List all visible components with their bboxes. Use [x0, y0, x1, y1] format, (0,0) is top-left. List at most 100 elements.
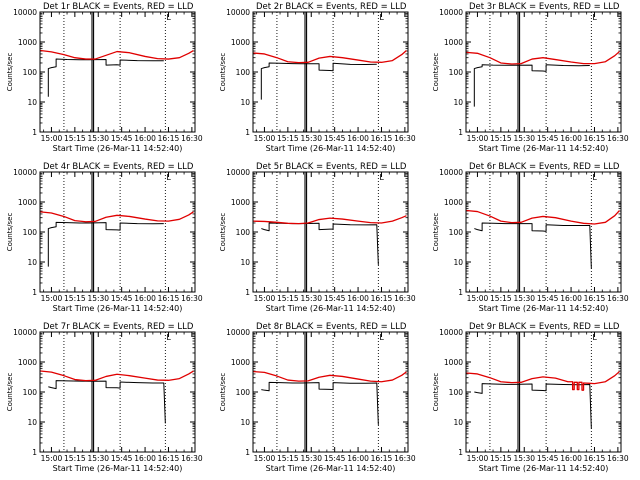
- x-tick-label: 15:15: [64, 134, 86, 143]
- x-tick-label: 16:00: [347, 294, 369, 303]
- panel-title: Det 8r BLACK = Events, RED = LLD: [256, 322, 407, 332]
- x-tick-label: 16:30: [607, 294, 629, 303]
- x-tick-label: 16:30: [394, 294, 416, 303]
- y-tick-label: 10000: [226, 328, 250, 337]
- marker-label: L: [592, 13, 597, 22]
- lld-series-line: [253, 215, 407, 225]
- x-tick-label: 15:30: [300, 454, 322, 463]
- panel-title: Det 6r BLACK = Events, RED = LLD: [469, 162, 620, 172]
- panel-det-8: Det 8r BLACK = Events, RED = LLD 1 10 100 10…: [219, 322, 416, 473]
- x-axis-label: Start Time (26-Mar-11 14:52:40): [479, 464, 609, 473]
- x-tick-label: 16:15: [371, 294, 393, 303]
- y-tick-label: 10: [453, 98, 463, 107]
- y-tick-label: 100: [23, 68, 38, 77]
- events-series-line: [260, 62, 377, 100]
- panel-det-6: Det 6r BLACK = Events, RED = LLD 1 10 100 10…: [432, 162, 629, 313]
- y-tick-label: 100: [449, 68, 464, 77]
- x-tick-label: 15:00: [41, 294, 63, 303]
- x-tick-label: 15:15: [277, 294, 299, 303]
- panel-title: Det 4r BLACK = Events, RED = LLD: [43, 162, 194, 172]
- x-axis-label: Start Time (26-Mar-11 14:52:40): [53, 144, 183, 153]
- marker-label: L: [166, 173, 171, 182]
- x-tick-label: 16:00: [347, 454, 369, 463]
- y-tick-label: 1: [32, 288, 37, 297]
- x-tick-label: 16:00: [134, 134, 156, 143]
- marker-label: L: [379, 333, 384, 342]
- y-axis-label: Counts/sec: [219, 373, 227, 412]
- x-tick-label: 16:15: [158, 294, 180, 303]
- y-axis-label: Counts/sec: [6, 373, 14, 412]
- x-tick-label: 16:00: [560, 134, 582, 143]
- x-tick-label: 15:30: [300, 294, 322, 303]
- y-tick-label: 1: [458, 448, 463, 457]
- y-tick-label: 1: [458, 288, 463, 297]
- y-tick-label: 10: [453, 258, 463, 267]
- x-tick-label: 16:30: [394, 134, 416, 143]
- x-tick-label: 15:15: [277, 134, 299, 143]
- y-tick-label: 10000: [439, 168, 463, 177]
- x-tick-label: 15:30: [513, 294, 535, 303]
- x-tick-label: 15:00: [41, 134, 63, 143]
- y-axis-label: Counts/sec: [6, 53, 14, 92]
- x-tick-label: 15:15: [490, 454, 512, 463]
- x-tick-label: 16:15: [584, 454, 606, 463]
- events-series-line: [474, 383, 592, 429]
- y-tick-label: 1000: [18, 358, 37, 367]
- x-tick-label: 15:00: [254, 134, 276, 143]
- x-tick-label: 15:00: [41, 454, 63, 463]
- panel-det-3: Det 3r BLACK = Events, RED = LLD 1 10 100 10…: [432, 2, 629, 153]
- y-tick-label: 1: [32, 448, 37, 457]
- x-axis-label: Start Time (26-Mar-11 14:52:40): [479, 304, 609, 313]
- y-tick-label: 1000: [231, 358, 250, 367]
- panel-det-2: Det 2r BLACK = Events, RED = LLD 1 10 100 10…: [219, 2, 416, 153]
- y-tick-label: 10: [240, 98, 250, 107]
- x-tick-label: 15:45: [537, 454, 559, 463]
- y-tick-label: 1000: [231, 198, 250, 207]
- x-tick-label: 16:00: [134, 454, 156, 463]
- panel-det-4: Det 4r BLACK = Events, RED = LLD 1 10 100 10…: [6, 162, 203, 313]
- y-tick-label: 10000: [13, 168, 37, 177]
- x-tick-label: 15:30: [87, 294, 109, 303]
- panel-title: Det 7r BLACK = Events, RED = LLD: [43, 322, 194, 332]
- x-tick-label: 15:00: [254, 294, 276, 303]
- x-tick-label: 16:30: [607, 454, 629, 463]
- x-tick-label: 16:00: [560, 294, 582, 303]
- x-tick-label: 16:00: [560, 454, 582, 463]
- y-tick-label: 10: [240, 258, 250, 267]
- y-axis-label: Counts/sec: [219, 53, 227, 92]
- x-tick-label: 16:00: [347, 134, 369, 143]
- x-tick-label: 15:30: [87, 454, 109, 463]
- x-tick-label: 16:30: [181, 134, 203, 143]
- y-tick-label: 1: [32, 128, 37, 137]
- events-series-line: [473, 64, 590, 107]
- y-tick-label: 10000: [13, 8, 37, 17]
- y-axis-label: Counts/sec: [432, 53, 440, 92]
- events-series-line: [261, 222, 379, 265]
- x-tick-label: 15:45: [111, 134, 133, 143]
- x-tick-label: 15:30: [300, 134, 322, 143]
- marker-label: L: [592, 173, 597, 182]
- x-tick-label: 15:15: [64, 294, 86, 303]
- x-tick-label: 15:45: [324, 134, 346, 143]
- y-tick-label: 10000: [439, 328, 463, 337]
- x-tick-label: 15:45: [111, 294, 133, 303]
- y-axis-label: Counts/sec: [432, 373, 440, 412]
- events-series-line: [47, 58, 164, 97]
- lld-series-line: [253, 50, 407, 64]
- x-tick-label: 15:15: [277, 454, 299, 463]
- y-tick-label: 1000: [444, 358, 463, 367]
- x-tick-label: 15:00: [467, 454, 489, 463]
- panel-title: Det 2r BLACK = Events, RED = LLD: [256, 2, 407, 12]
- y-tick-label: 1000: [444, 198, 463, 207]
- x-tick-label: 16:15: [371, 454, 393, 463]
- x-axis-label: Start Time (26-Mar-11 14:52:40): [479, 144, 609, 153]
- marker-label: L: [166, 333, 171, 342]
- y-tick-label: 1000: [18, 198, 37, 207]
- events-series-line: [474, 222, 592, 269]
- y-axis-label: Counts/sec: [432, 213, 440, 252]
- x-tick-label: 15:15: [64, 454, 86, 463]
- y-tick-label: 10000: [13, 328, 37, 337]
- lld-series-line: [253, 370, 407, 383]
- x-tick-label: 15:00: [467, 294, 489, 303]
- y-tick-label: 10: [453, 418, 463, 427]
